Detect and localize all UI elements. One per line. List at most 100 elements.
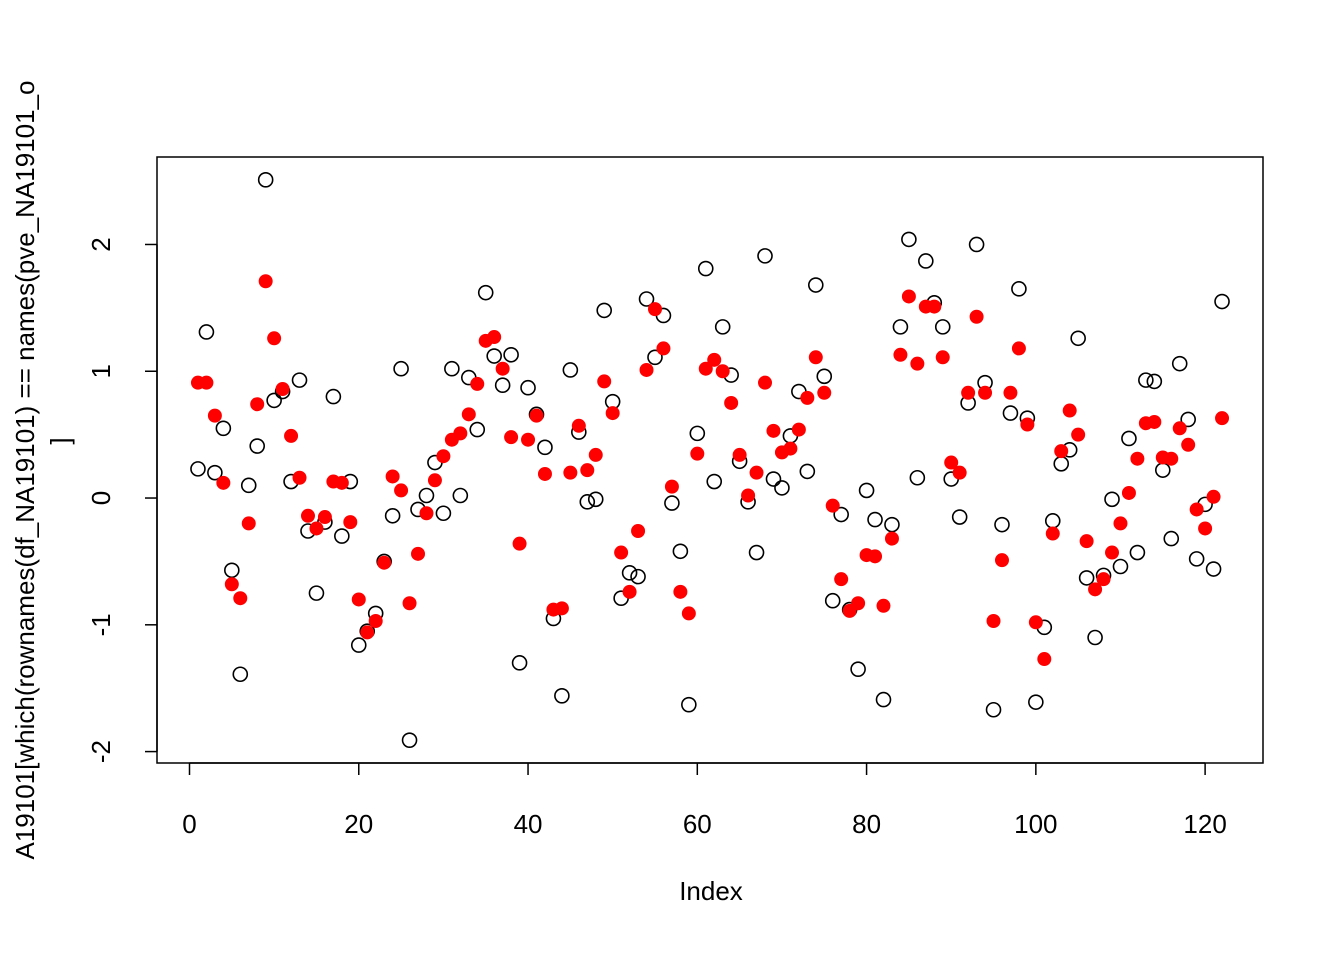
data-point	[444, 360, 460, 377]
data-point	[638, 291, 655, 307]
x-tick-label: 80	[852, 809, 881, 839]
data-point	[1206, 489, 1221, 504]
data-point	[707, 352, 722, 367]
data-point	[470, 376, 485, 391]
data-point	[393, 360, 409, 377]
data-point	[521, 432, 536, 447]
data-point	[486, 348, 502, 364]
data-point	[673, 584, 688, 599]
data-point	[562, 362, 579, 378]
y-tick-label: -2	[86, 740, 116, 763]
data-point	[994, 516, 1010, 533]
data-point	[343, 515, 358, 530]
data-point	[1171, 355, 1188, 372]
data-point	[867, 511, 883, 528]
data-point	[808, 350, 823, 365]
data-point	[411, 546, 426, 561]
data-point	[978, 385, 993, 400]
y-tick-label: 2	[86, 237, 116, 251]
data-point	[1181, 437, 1196, 452]
data-point	[1214, 293, 1230, 310]
data-point	[1138, 372, 1154, 388]
data-point	[825, 498, 840, 513]
data-point	[1096, 572, 1111, 587]
data-point	[596, 302, 613, 319]
data-point	[368, 614, 383, 629]
data-point	[1189, 502, 1204, 517]
data-point	[350, 637, 367, 653]
data-point	[985, 701, 1002, 718]
data-point	[1188, 551, 1205, 567]
data-point	[706, 473, 723, 490]
data-point	[817, 385, 832, 400]
data-point	[664, 495, 680, 511]
data-point	[198, 324, 215, 340]
data-point	[893, 347, 908, 362]
x-tick-label: 120	[1183, 809, 1226, 839]
data-point	[1062, 403, 1077, 418]
data-point	[511, 655, 528, 671]
data-point	[1113, 516, 1128, 531]
data-point	[436, 449, 451, 464]
data-point	[334, 475, 349, 490]
data-point	[520, 379, 536, 396]
data-point	[1037, 652, 1052, 667]
data-point	[800, 390, 815, 405]
data-point	[1088, 582, 1103, 597]
data-point	[207, 464, 223, 481]
data-point	[418, 487, 435, 504]
data-point	[571, 418, 586, 433]
data-point	[631, 523, 646, 538]
data-point	[758, 375, 773, 390]
data-point	[1154, 462, 1171, 478]
data-point	[588, 447, 603, 462]
data-point	[647, 302, 662, 317]
data-point	[495, 361, 510, 376]
data-point	[969, 309, 984, 324]
data-point	[207, 408, 222, 423]
data-point	[504, 430, 519, 445]
data-point	[494, 377, 511, 394]
data-point	[944, 455, 959, 470]
data-point	[224, 577, 239, 592]
data-point	[876, 598, 891, 613]
data-point	[1079, 534, 1094, 549]
data-point	[512, 536, 527, 551]
data-point	[199, 375, 214, 390]
data-point	[579, 494, 596, 510]
data-point	[1121, 485, 1136, 500]
data-point	[766, 423, 781, 438]
data-point	[1121, 430, 1137, 447]
data-point	[258, 274, 273, 289]
data-point	[461, 407, 476, 422]
data-point	[951, 509, 968, 525]
data-point	[681, 696, 697, 713]
x-tick-label: 100	[1014, 809, 1057, 839]
data-point	[1087, 629, 1103, 646]
data-point	[749, 465, 764, 480]
data-point	[952, 465, 967, 480]
data-point	[240, 477, 257, 494]
data-point	[1002, 405, 1019, 421]
data-point	[300, 508, 315, 523]
data-point	[580, 463, 595, 478]
y-tick-label: 0	[86, 491, 116, 505]
x-axis-label: Index	[679, 876, 743, 906]
data-point	[858, 482, 875, 499]
data-point	[621, 565, 638, 581]
data-point	[257, 172, 274, 188]
data-point	[724, 395, 739, 410]
data-point	[360, 625, 375, 640]
data-point	[309, 521, 324, 536]
data-point	[656, 341, 671, 356]
data-point	[824, 592, 841, 609]
data-point	[377, 555, 392, 570]
data-point	[266, 392, 282, 409]
data-point	[672, 543, 689, 560]
data-point	[697, 260, 714, 277]
data-point	[909, 469, 926, 486]
data-point	[1146, 373, 1163, 390]
data-point	[1053, 456, 1070, 472]
data-point	[689, 425, 706, 442]
